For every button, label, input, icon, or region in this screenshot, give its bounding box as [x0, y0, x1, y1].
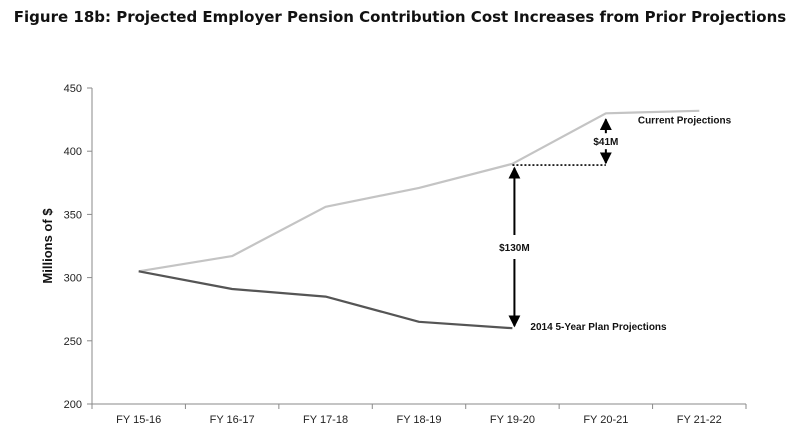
y-tick-label: 300 [64, 273, 82, 285]
x-tick-label: FY 20-21 [583, 414, 628, 426]
x-tick-label: FY 15-16 [116, 414, 161, 426]
series-label-2014-plan: 2014 5-Year Plan Projections [530, 322, 667, 333]
y-tick-label: 400 [64, 146, 82, 158]
annotation-label-130m: $130M [499, 243, 530, 254]
x-tick-label: FY 18-19 [396, 414, 441, 426]
axes [91, 88, 746, 405]
x-tick-label: FY 17-18 [303, 414, 348, 426]
annotations: $130M $41M [499, 118, 618, 328]
x-tick-label: FY 19-20 [490, 414, 535, 426]
series-line-current-projections [138, 109, 700, 273]
y-tick-label: 450 [64, 83, 82, 95]
series-labels: Current Projections 2014 5-Year Plan Proj… [530, 116, 731, 334]
y-axis-label: Millions of $ [40, 208, 55, 284]
y-tick-label: 350 [64, 209, 82, 221]
x-tick-label: FY 16-17 [210, 414, 255, 426]
annotation-label-41m: $41M [593, 137, 618, 148]
y-ticks: 200 250 300 350 400 450 [64, 83, 92, 411]
series-label-current: Current Projections [638, 116, 732, 127]
x-ticks: FY 15-16 FY 16-17 FY 17-18 FY 18-19 FY 19-20… [91, 404, 747, 426]
y-tick-label: 250 [64, 336, 82, 348]
chart-title: Figure 18b: Projected Employer Pension C… [14, 8, 786, 26]
x-tick-label: FY 21-22 [677, 414, 722, 426]
y-tick-label: 200 [64, 399, 82, 411]
series-line-2014-5-year-plan-projections [138, 270, 513, 330]
series-group [138, 109, 700, 330]
